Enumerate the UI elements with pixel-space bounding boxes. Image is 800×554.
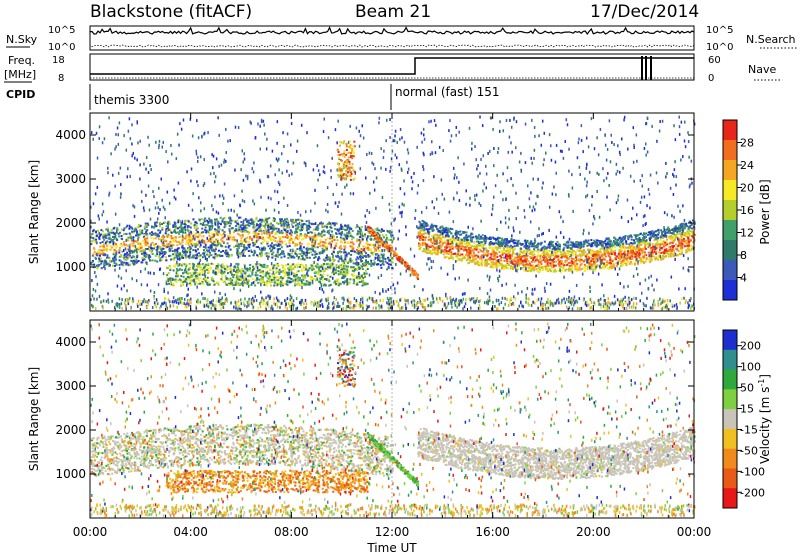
nave-label: Nave (748, 63, 776, 76)
velocity-colorbar-swatch (723, 330, 737, 351)
nsearch-tick-bottom: 10^0 (706, 42, 733, 53)
velocity-colorbar-tick: 15 (740, 403, 754, 416)
y-tick-label: 1000 (55, 467, 86, 481)
x-axis-label: Time UT (366, 541, 417, 554)
power-colorbar-swatch (723, 160, 737, 181)
nsearch-label: N.Search (746, 33, 796, 46)
station-title: Blackstone (fitACF) (90, 2, 252, 22)
y-tick-label: 4000 (55, 335, 86, 349)
velocity-colorbar-tick: -100 (740, 465, 765, 478)
y-tick-label: 1000 (55, 260, 86, 274)
date-title: 17/Dec/2014 (590, 2, 699, 22)
velocity-colorbar-tick: 50 (740, 382, 754, 395)
cpid-segment-2: normal (fast) 151 (395, 85, 499, 99)
power-colorbar-tick: 20 (740, 182, 754, 195)
nsky-panel: N.Sky 10^5 10^0 10^5 10^0 N.Search (6, 25, 798, 53)
power-colorbar-swatch (723, 120, 737, 141)
x-tick-label: 04:00 (173, 525, 208, 539)
velocity-colorbar-tick: 100 (740, 361, 761, 374)
nave-tick-bottom: 0 (708, 73, 714, 84)
nsky-tick-bottom: 10^0 (48, 42, 75, 53)
velocity-panel: 1000 2000 3000 4000 Slant Range [km] 200 100… (27, 319, 772, 519)
velocity-colorbar-swatch (723, 468, 737, 489)
power-scatter-cells (90, 113, 696, 311)
freq-spike (641, 56, 643, 80)
velocity-ylabel: Slant Range [km] (27, 367, 41, 471)
freq-spike (645, 56, 647, 80)
velocity-colorbar-swatch (723, 488, 737, 509)
power-colorbar-swatch (723, 180, 737, 201)
power-colorbar-swatch (723, 200, 737, 221)
velocity-colorbar-swatch (723, 428, 737, 450)
freq-spike (650, 56, 652, 80)
power-colorbar-tick: 16 (740, 204, 754, 217)
freq-unit: [MHz] (4, 68, 36, 81)
power-colorbar-tick: 12 (740, 227, 754, 240)
velocity-colorbar-tick: -50 (740, 444, 758, 457)
freq-label: Freq. (8, 54, 35, 67)
power-cbar-label: Power [dB] (758, 179, 772, 244)
x-tick-label: 00:00 (73, 525, 108, 539)
velocity-colorbar-swatch (723, 349, 737, 371)
velocity-colorbar-tick: -15 (740, 423, 758, 436)
freq-panel: Freq. [MHz] 18 8 60 0 Nave (4, 53, 782, 84)
freq-trace (90, 57, 694, 75)
velocity-colorbar-swatch (723, 448, 737, 469)
x-axis: 00:00 04:00 08:00 12:00 16:00 20:00 00:00 (73, 113, 712, 539)
power-panel: 1000 2000 3000 4000 Slant Range [km] 4 8 12 16… (27, 112, 772, 312)
velocity-colorbar-tick: -200 (740, 486, 765, 499)
nsky-label: N.Sky (6, 33, 38, 46)
power-ylabel: Slant Range [km] (27, 160, 41, 264)
y-tick-label: 3000 (55, 172, 86, 186)
freq-tick-bottom: 8 (58, 73, 64, 84)
y-tick-label: 3000 (55, 379, 86, 393)
velocity-colorbar-swatch (723, 389, 737, 410)
x-tick-label: 08:00 (274, 525, 309, 539)
power-colorbar-swatch (723, 240, 737, 261)
velocity-colorbar-swatch (723, 369, 737, 390)
power-colorbar-tick: 8 (740, 249, 747, 262)
velocity-colorbar-swatch (723, 409, 737, 430)
y-tick-label: 2000 (55, 216, 86, 230)
nsky-trace (89, 26, 695, 35)
x-tick-label: 16:00 (475, 525, 510, 539)
x-tick-label: 00:00 (677, 525, 712, 539)
beam-title: Beam 21 (355, 2, 431, 22)
velocity-scatter-cells (90, 320, 696, 518)
x-tick-label: 20:00 (576, 525, 611, 539)
cpid-segment-1: themis 3300 (94, 93, 169, 107)
power-colorbar-tick: 4 (740, 272, 747, 285)
power-colorbar-swatch (723, 280, 737, 301)
power-colorbar-swatch (723, 220, 737, 241)
y-tick-label: 2000 (55, 423, 86, 437)
x-tick-label: 12:00 (375, 525, 410, 539)
power-colorbar-swatch (723, 260, 737, 281)
velocity-cbar-label: Velocity [m s-1] (757, 374, 772, 464)
nave-tick-top: 60 (708, 55, 721, 66)
nsky-tick-top: 10^5 (48, 25, 75, 36)
cpid-row: CPID themis 3300 normal (fast) 151 (6, 84, 499, 110)
y-tick-label: 4000 (55, 128, 86, 142)
cpid-label: CPID (6, 88, 35, 101)
freq-tick-top: 18 (52, 55, 65, 66)
nsearch-tick-top: 10^5 (706, 25, 733, 36)
nsearch-trace (89, 44, 695, 48)
power-colorbar-swatch (723, 140, 737, 161)
power-colorbar-tick: 24 (740, 159, 754, 172)
power-colorbar-tick: 28 (740, 137, 754, 150)
velocity-colorbar-tick: 200 (740, 340, 761, 353)
